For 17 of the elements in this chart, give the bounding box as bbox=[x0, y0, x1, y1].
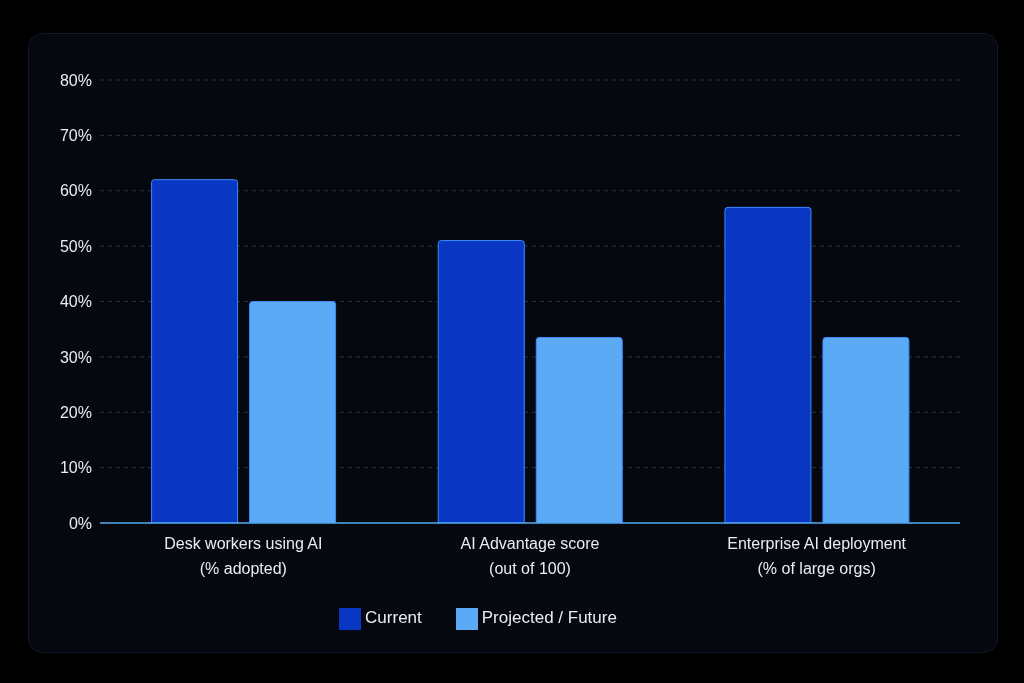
y-tick-label: 10% bbox=[59, 459, 92, 477]
legend-label: Current bbox=[365, 608, 422, 628]
y-tick-label: 40% bbox=[59, 293, 92, 311]
y-tick-label: 30% bbox=[59, 348, 92, 366]
x-tick-label: Desk workers using AI (% adopted) bbox=[164, 535, 323, 577]
y-tick-label: 80% bbox=[59, 71, 92, 89]
bar bbox=[437, 240, 525, 523]
x-tick-label: AI Advantage score (out of 100) bbox=[460, 535, 600, 577]
y-tick-label: 70% bbox=[59, 127, 92, 145]
y-tick-label: 50% bbox=[59, 237, 92, 255]
y-tick-label: 20% bbox=[59, 403, 92, 421]
bar bbox=[724, 206, 812, 523]
y-tick-label: 60% bbox=[59, 182, 92, 200]
x-tick-label: Enterprise AI deployment (% of large orgs) bbox=[727, 535, 907, 577]
y-tick-label: 0% bbox=[68, 514, 92, 532]
bar bbox=[151, 179, 239, 523]
legend-label: Projected / Future bbox=[481, 608, 617, 628]
